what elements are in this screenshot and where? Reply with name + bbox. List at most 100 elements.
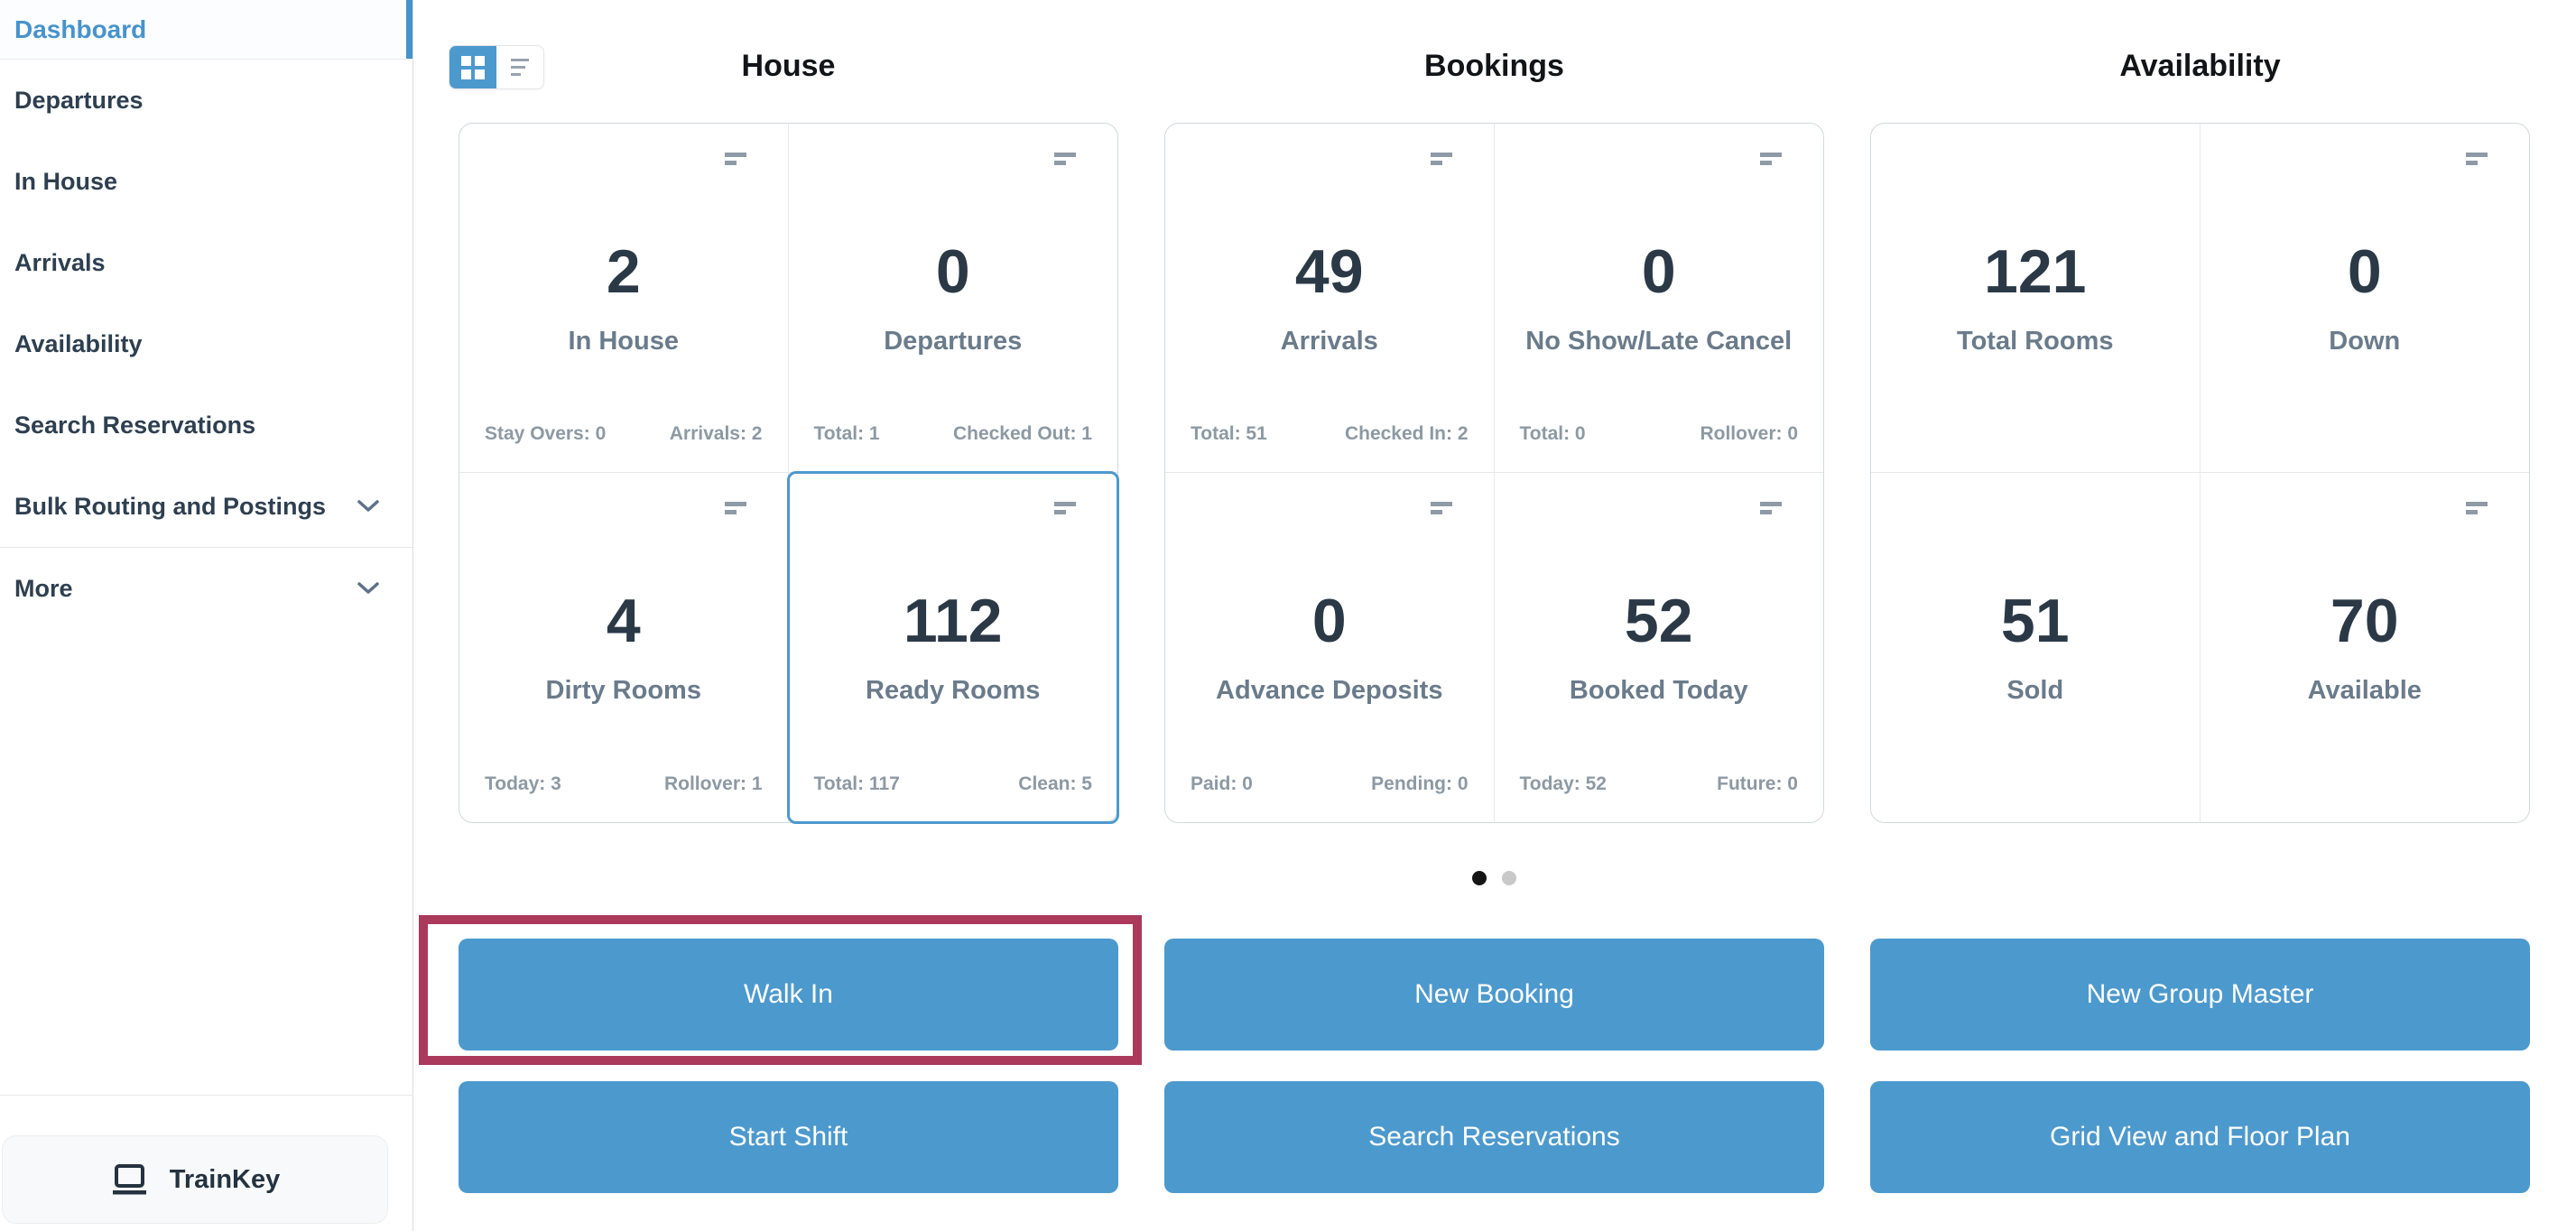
- stat-detail-left: Today: 3: [485, 773, 561, 794]
- sidebar-item-label: Availability: [14, 329, 143, 357]
- stat-value: 0: [1311, 587, 1347, 655]
- stat-value: 0: [1641, 237, 1676, 306]
- stat-detail-right: Pending: 0: [1371, 773, 1469, 794]
- card-menu-icon[interactable]: [2466, 153, 2488, 166]
- view-toggle: [449, 45, 544, 89]
- main-content: House Bookings Availability 2 In House S…: [413, 0, 2576, 1231]
- card-menu-icon[interactable]: [1760, 502, 1782, 515]
- stat-value: 49: [1294, 237, 1364, 306]
- sidebar-bottom-divider: [0, 1095, 413, 1096]
- stat-card-arrivals[interactable]: 49 Arrivals Total: 51 Checked In: 2: [1165, 124, 1495, 473]
- stat-label: Arrivals: [1280, 327, 1378, 356]
- card-menu-icon[interactable]: [1760, 153, 1782, 166]
- sidebar-item-label: More: [14, 574, 73, 602]
- stat-label: Dirty Rooms: [545, 676, 701, 705]
- sidebar-item-label: Search Reservations: [14, 411, 256, 439]
- bookings-card-group: 49 Arrivals Total: 51 Checked In: 2 0 No…: [1164, 123, 1824, 823]
- grid-view-floor-plan-button[interactable]: Grid View and Floor Plan: [1870, 1081, 2530, 1193]
- new-booking-button[interactable]: New Booking: [1164, 939, 1824, 1051]
- availability-card-group: 121 Total Rooms 0 Down 51 Sold 70 Availa…: [1870, 123, 2530, 823]
- pagination-dot-2[interactable]: [1502, 871, 1516, 885]
- stat-card-booked-today[interactable]: 52 Booked Today Today: 52 Future: 0: [1495, 473, 1824, 822]
- card-menu-icon[interactable]: [1054, 153, 1076, 166]
- sidebar-item-availability[interactable]: Availability: [0, 303, 412, 384]
- action-buttons-row-2: Start Shift Search Reservations Grid Vie…: [459, 1081, 2530, 1193]
- card-menu-icon[interactable]: [724, 153, 746, 166]
- stat-card-departures[interactable]: 0 Departures Total: 1 Checked Out: 1: [788, 124, 1117, 473]
- stat-card-in-house[interactable]: 2 In House Stay Overs: 0 Arrivals: 2: [459, 124, 789, 473]
- stat-value: 52: [1624, 587, 1693, 655]
- stat-label: Advance Deposits: [1216, 676, 1443, 705]
- section-title-bookings: Bookings: [1424, 49, 1564, 83]
- stat-card-no-show-late-cancel[interactable]: 0 No Show/Late Cancel Total: 0 Rollover:…: [1494, 124, 1823, 473]
- stat-detail-right: Checked In: 2: [1344, 423, 1469, 444]
- list-view-button[interactable]: [496, 46, 543, 88]
- stat-card-ready-rooms[interactable]: 112 Ready Rooms Total: 117 Clean: 5: [786, 471, 1119, 824]
- grid-view-icon: [461, 55, 485, 79]
- sidebar-item-label: Dashboard: [14, 14, 147, 43]
- grid-view-button[interactable]: [449, 46, 496, 88]
- stat-detail-right: Rollover: 1: [663, 773, 763, 794]
- sidebar-nav: Departures In House Arrivals Availabilit…: [0, 60, 412, 629]
- stat-card-down[interactable]: 0 Down: [2200, 124, 2529, 473]
- card-menu-icon[interactable]: [724, 502, 746, 515]
- trainkey-button[interactable]: TrainKey: [2, 1135, 388, 1224]
- stat-value: 2: [606, 237, 641, 306]
- stat-label: Departures: [884, 327, 1023, 356]
- stat-detail-right: Checked Out: 1: [952, 423, 1092, 444]
- stat-detail-right: Clean: 5: [1018, 773, 1092, 794]
- sidebar-item-arrivals[interactable]: Arrivals: [0, 222, 412, 303]
- card-menu-icon[interactable]: [1430, 502, 1452, 515]
- stat-value: 0: [2347, 237, 2382, 306]
- sidebar-item-label: Arrivals: [14, 248, 106, 276]
- card-groups: 2 In House Stay Overs: 0 Arrivals: 2 0 D…: [459, 123, 2530, 824]
- pagination-dot-1[interactable]: [1472, 871, 1487, 885]
- stat-detail-left: Total: 1: [813, 423, 880, 444]
- sidebar-item-bulk-routing-and-postings[interactable]: Bulk Routing and Postings: [0, 466, 412, 547]
- stat-detail-right: Rollover: 0: [1700, 423, 1798, 444]
- card-menu-icon[interactable]: [1430, 153, 1452, 166]
- section-title-availability: Availability: [2119, 49, 2281, 83]
- sidebar-item-departures[interactable]: Departures: [0, 60, 412, 141]
- stat-card-total-rooms[interactable]: 121 Total Rooms: [1871, 124, 2201, 473]
- stat-value: 112: [903, 587, 1003, 655]
- walk-in-button-container: Walk In: [419, 915, 1142, 1065]
- stat-detail-left: Paid: 0: [1191, 773, 1253, 794]
- start-shift-button[interactable]: Start Shift: [459, 1081, 1118, 1193]
- sidebar-item-label: In House: [14, 167, 118, 195]
- stat-card-sold[interactable]: 51 Sold: [1871, 473, 2201, 822]
- stat-detail-left: Total: 0: [1519, 423, 1586, 444]
- stat-card-advance-deposits[interactable]: 0 Advance Deposits Paid: 0 Pending: 0: [1165, 473, 1495, 822]
- sidebar-item-label: Bulk Routing and Postings: [14, 492, 326, 520]
- card-menu-icon[interactable]: [2466, 502, 2488, 515]
- trainkey-label: TrainKey: [169, 1164, 281, 1194]
- sidebar-item-in-house[interactable]: In House: [0, 141, 412, 222]
- card-menu-icon[interactable]: [1054, 502, 1076, 515]
- stat-value: 121: [1984, 237, 2087, 306]
- stat-detail-left: Total: 117: [813, 773, 900, 794]
- stat-value: 4: [606, 587, 641, 655]
- new-group-master-button[interactable]: New Group Master: [1870, 939, 2530, 1051]
- stat-detail-left: Today: 52: [1519, 773, 1607, 794]
- stat-value: 70: [2330, 587, 2399, 655]
- stat-value: 0: [935, 237, 970, 306]
- stat-card-dirty-rooms[interactable]: 4 Dirty Rooms Today: 3 Rollover: 1: [459, 473, 789, 822]
- walk-in-button[interactable]: Walk In: [459, 939, 1118, 1051]
- carousel-pagination: [459, 871, 2530, 885]
- stat-detail-right: Arrivals: 2: [669, 423, 763, 444]
- stat-label: Available: [2307, 676, 2422, 705]
- stat-label: Total Rooms: [1957, 327, 2114, 356]
- list-view-icon: [511, 59, 529, 76]
- stat-card-available[interactable]: 70 Available: [2201, 473, 2530, 822]
- search-reservations-button[interactable]: Search Reservations: [1164, 1081, 1824, 1193]
- stat-label: In House: [568, 327, 679, 356]
- laptop-icon: [112, 1164, 146, 1195]
- stat-detail-left: Total: 51: [1191, 423, 1267, 444]
- sidebar-item-dashboard[interactable]: Dashboard: [0, 0, 412, 60]
- sidebar-item-label: Departures: [14, 86, 144, 114]
- stat-value: 51: [2000, 587, 2070, 655]
- section-headers: House Bookings Availability: [459, 43, 2530, 88]
- sidebar-item-search-reservations[interactable]: Search Reservations: [0, 384, 412, 466]
- sidebar-item-more[interactable]: More: [0, 548, 412, 629]
- stat-label: Ready Rooms: [866, 676, 1041, 705]
